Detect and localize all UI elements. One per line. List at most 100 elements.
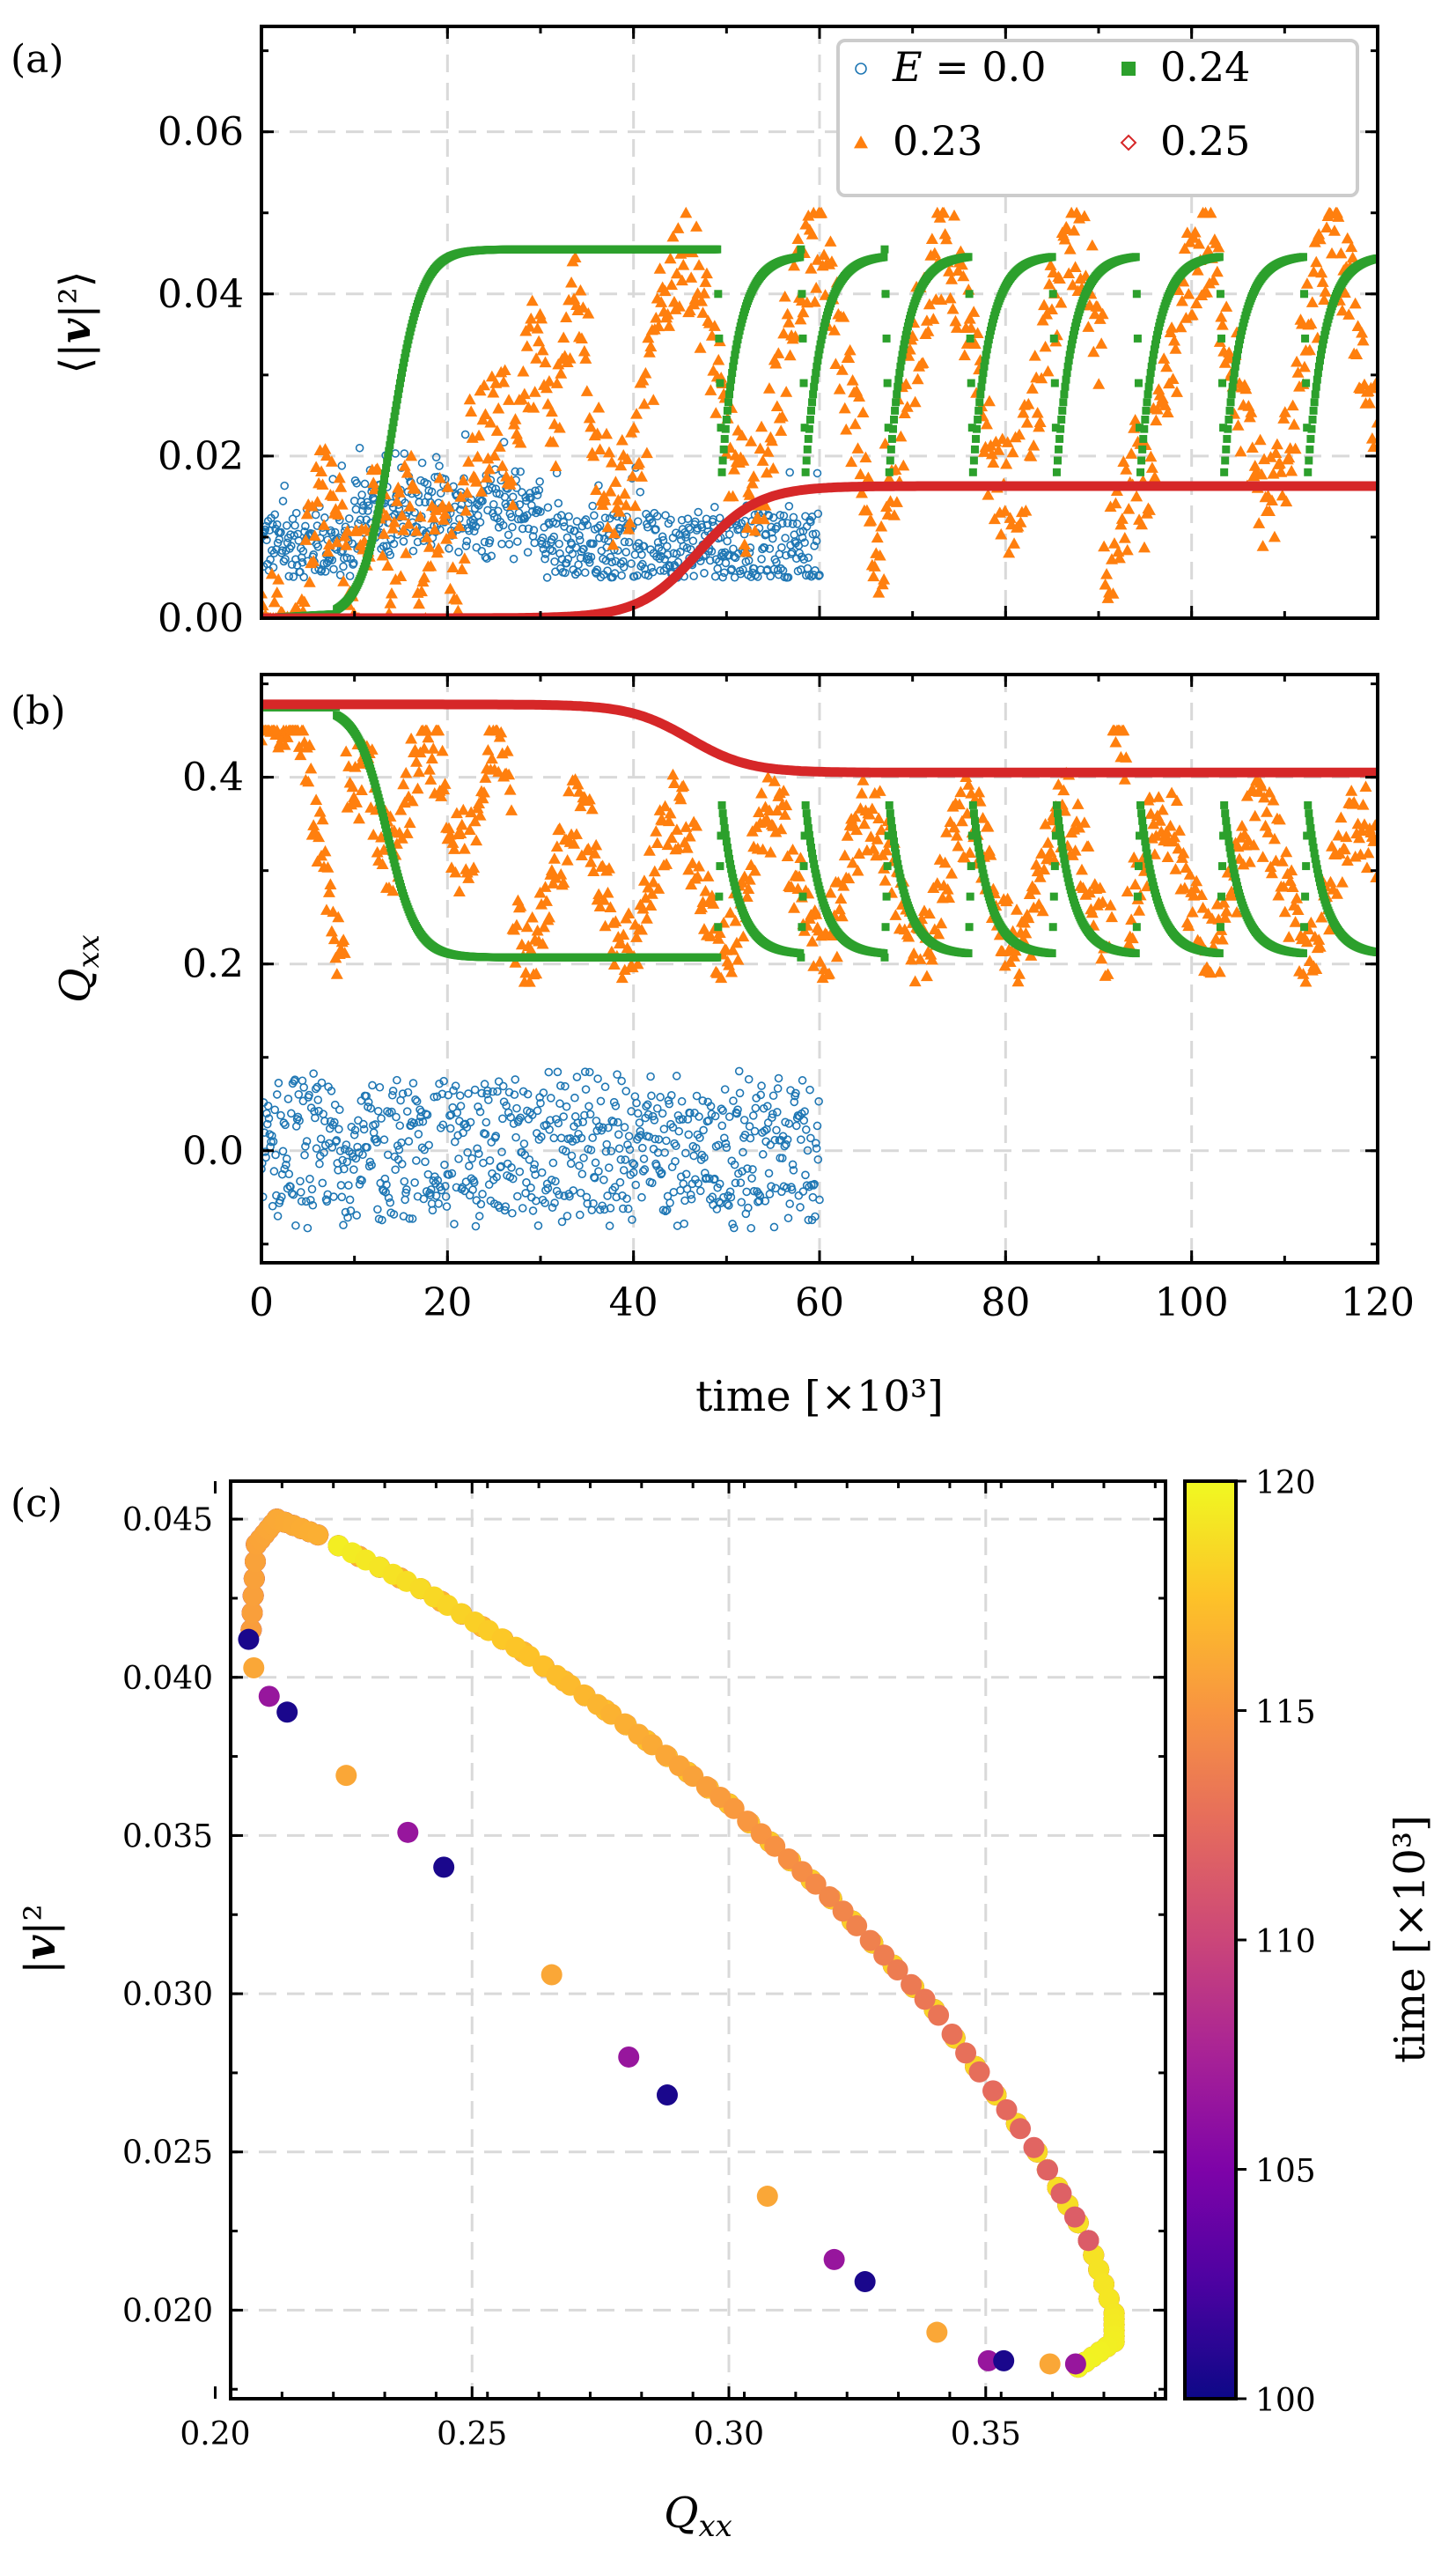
point-e00 [268,1132,276,1140]
point-e023 [871,531,884,543]
point-e00 [474,511,482,520]
point-e00 [616,1155,626,1164]
point-e024 [1318,345,1327,354]
point-e00 [647,1178,657,1188]
point-e024 [1298,253,1307,262]
point-e024 [721,424,730,433]
point-e023 [618,487,631,499]
point-e023 [1359,780,1372,793]
point-e023 [938,206,951,218]
point-e024 [405,331,414,340]
point-e023 [786,843,799,855]
point-e023 [1117,724,1130,736]
point-e023 [958,349,971,361]
point-e023 [813,955,827,967]
point-e00 [291,508,301,518]
point-e00 [566,1159,576,1169]
point-e024 [1313,368,1322,377]
point-e024 [1135,424,1143,432]
point-e00 [743,1164,752,1173]
point-e023 [1126,932,1139,944]
point-e00 [783,1184,791,1192]
point-e00 [629,1159,637,1168]
point-e00 [408,1214,417,1223]
point-e023 [438,513,451,525]
point-e023 [995,527,1008,540]
point-e00 [603,566,612,575]
point-e00 [672,1072,681,1080]
point-e023 [520,920,533,933]
point-e023 [482,462,496,475]
point-e023 [644,340,658,352]
point-e00 [343,1213,352,1222]
point-e00 [360,479,370,489]
point-e00 [748,1165,757,1174]
point-e024 [394,384,403,393]
point-e023 [850,823,864,836]
point-e023 [835,364,849,375]
point-e00 [380,1174,390,1184]
point-e00 [718,1106,727,1116]
point-e00 [339,1221,348,1230]
point-e024 [728,368,737,377]
point-e00 [768,1113,776,1123]
point-e024 [718,456,727,465]
point-e023 [599,919,612,932]
point-e023 [810,908,823,919]
point-e00 [349,1130,359,1139]
point-e00 [476,1199,486,1209]
point-e00 [604,1163,614,1172]
point-e024 [1143,390,1152,399]
point-e024 [1151,340,1159,349]
point-e023 [867,570,880,582]
point-e00 [619,1204,628,1213]
point-e023 [802,210,815,221]
point-e023 [1027,901,1041,913]
point-e00 [337,461,347,470]
point-e024 [1140,424,1149,433]
point-e00 [358,506,367,515]
point-e023 [1261,826,1275,837]
point-e024 [722,415,731,424]
point-e023 [602,446,615,458]
point-e00 [430,1092,438,1102]
point-e00 [798,1187,808,1196]
point-e00 [749,1186,759,1196]
point-e023 [1039,818,1052,830]
point-e00 [559,1112,569,1121]
series-e023 [261,206,1378,618]
point-e00 [465,1162,474,1170]
point-e023 [1025,450,1038,461]
point-e023 [1216,933,1229,945]
point-e023 [550,377,563,388]
point-e024 [1058,406,1067,415]
point-e023 [827,324,841,336]
point-e023 [1202,244,1215,256]
point-e024 [976,390,985,399]
point-e023 [925,232,938,244]
point-e023 [1074,272,1087,284]
point-e00 [500,1206,510,1215]
point-e00 [494,1077,504,1086]
point-e023 [454,490,467,502]
point-e024 [892,398,901,407]
point-e023 [607,958,621,970]
point-e00 [723,536,732,546]
point-e023 [1307,265,1320,277]
point-e023 [403,816,416,829]
point-e023 [582,842,595,854]
point-e023 [1362,846,1375,859]
point-e023 [307,555,320,566]
point-e023 [327,490,340,501]
point-e023 [1265,867,1278,879]
point-e023 [897,459,910,471]
point-e00 [813,468,822,478]
point-e023 [1011,903,1024,915]
point-e023 [1156,803,1169,815]
point-e00 [602,1139,612,1149]
point-e024 [724,398,732,407]
point-e023 [1122,502,1136,514]
point-e00 [620,1123,629,1132]
point-e00 [776,511,784,520]
point-e00 [562,1102,571,1111]
